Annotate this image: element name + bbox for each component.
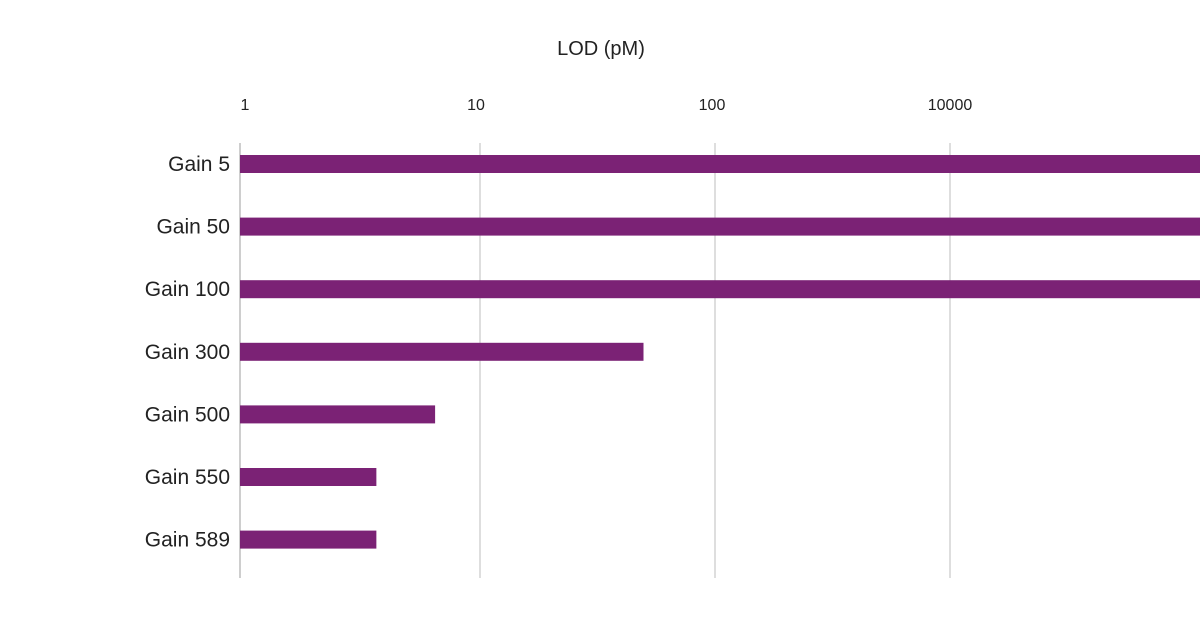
bars [240,155,1200,549]
x-tick-label: 10000 [928,97,973,114]
x-tick-label: 1 [241,97,250,114]
x-tick-label: 100 [699,97,726,114]
category-label: Gain 300 [145,341,230,364]
x-axis-title: LOD (pM) [557,38,645,60]
bar [240,405,436,424]
bar [240,155,1200,173]
category-label: Gain 500 [145,403,230,426]
bar [240,280,1200,299]
x-tick-labels: 1 10 100 10000 [241,97,973,114]
category-labels: Gain 5 Gain 50 Gain 100 Gain 300 Gain 500 Gai… [145,153,230,552]
category-label: Gain 50 [156,216,230,239]
bar [240,468,377,486]
bar [240,342,644,361]
category-label: Gain 100 [145,278,230,301]
category-label: Gain 550 [145,466,230,489]
x-tick-label: 10 [467,97,485,114]
bar [240,217,1200,236]
category-label: Gain 589 [145,529,230,552]
bar [240,530,377,549]
category-label: Gain 5 [168,153,230,176]
